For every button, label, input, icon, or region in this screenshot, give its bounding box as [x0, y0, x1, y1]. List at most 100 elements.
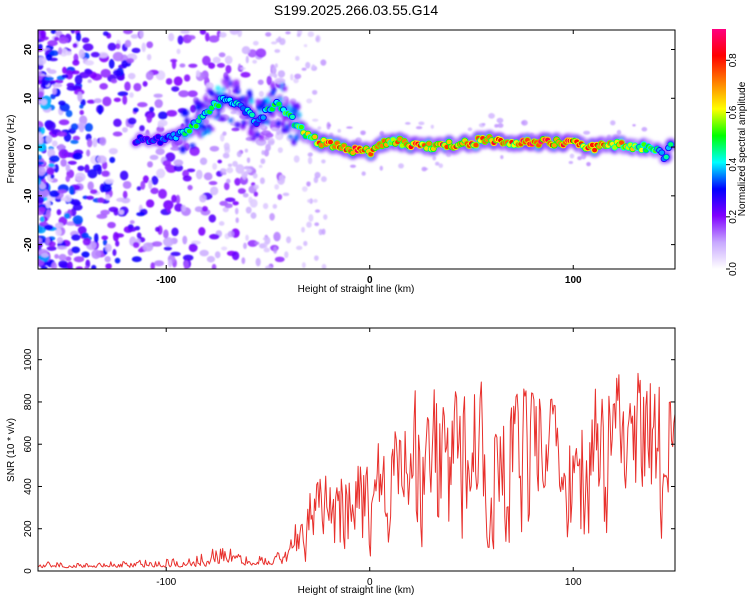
noise-blob: [38, 91, 44, 98]
snr-series-line: [38, 372, 675, 569]
noise-blob: [94, 233, 99, 243]
noise-blob: [224, 197, 236, 203]
noise-blob: [284, 251, 289, 259]
noise-blob: [308, 214, 314, 222]
noise-blob: [274, 49, 281, 53]
noise-blob: [70, 208, 77, 217]
noise-blob: [418, 121, 425, 126]
noise-blob: [312, 89, 318, 95]
ridge-blob: [592, 147, 598, 153]
noise-blob: [70, 123, 79, 131]
x-tick-label: 100: [565, 275, 582, 286]
noise-blob: [65, 164, 71, 172]
noise-blob: [293, 78, 299, 84]
ridge-blob: [251, 134, 257, 142]
noise-blob: [115, 43, 121, 50]
noise-blob: [246, 168, 252, 174]
noise-blob: [188, 63, 198, 68]
noise-blob: [104, 256, 111, 263]
noise-blob: [221, 246, 228, 251]
noise-blob: [117, 91, 129, 97]
noise-blob: [222, 206, 229, 213]
ridge-blob: [292, 107, 298, 115]
noise-blob: [226, 178, 231, 184]
noise-blob: [115, 240, 120, 247]
ridge-blob: [668, 142, 674, 147]
y-tick-label: 0: [23, 144, 34, 150]
ridge-blob: [234, 84, 240, 90]
colorbar-tick-label: 0.6: [728, 105, 739, 119]
noise-blob: [139, 125, 145, 132]
noise-blob: [136, 232, 142, 239]
ridge-blob: [269, 120, 276, 125]
noise-blob: [130, 34, 139, 39]
noise-blob: [212, 162, 218, 170]
noise-blob: [46, 167, 55, 176]
noise-blob: [216, 62, 225, 68]
noise-blob: [222, 152, 230, 159]
noise-blob: [54, 222, 64, 229]
snr-y-label: SNR (10 * v/v): [6, 418, 17, 482]
noise-blob: [99, 83, 109, 90]
noise-blob: [195, 70, 201, 78]
y-tick-label: -10: [23, 188, 34, 203]
noise-blob: [301, 67, 307, 71]
noise-blob: [238, 63, 242, 71]
noise-blob: [156, 126, 165, 133]
noise-blob: [167, 259, 173, 268]
noise-blob: [56, 209, 62, 216]
noise-blob: [467, 127, 473, 132]
noise-blob: [176, 48, 181, 55]
noise-blob: [583, 130, 591, 135]
noise-blob: [80, 99, 86, 107]
noise-blob: [132, 107, 139, 113]
noise-blob: [118, 209, 125, 215]
noise-blob: [64, 212, 71, 219]
noise-blob: [58, 47, 63, 55]
noise-blob: [430, 124, 434, 129]
noise-blob: [275, 38, 280, 43]
ridge-blob: [184, 117, 190, 125]
ridge-blob: [231, 80, 236, 89]
ridge-blob: [551, 143, 557, 148]
noise-blob: [50, 30, 57, 34]
ridge-blob: [193, 123, 199, 129]
noise-blob: [241, 171, 247, 179]
noise-blob: [148, 179, 153, 190]
noise-blob: [488, 113, 495, 119]
ridge-blob: [179, 145, 186, 154]
noise-blob: [198, 227, 206, 236]
x-tick-label: -100: [156, 275, 176, 286]
noise-blob: [262, 202, 269, 210]
noise-blob: [227, 88, 232, 95]
noise-blob: [72, 152, 83, 160]
noise-blob: [151, 241, 163, 247]
noise-blob: [252, 59, 258, 64]
noise-blob: [641, 127, 648, 132]
noise-blob: [171, 86, 180, 92]
noise-blob: [72, 43, 78, 48]
noise-blob: [139, 30, 144, 39]
noise-blob: [258, 164, 263, 168]
noise-blob: [231, 251, 240, 261]
noise-blob: [225, 64, 232, 74]
noise-blob: [122, 127, 128, 133]
noise-blob: [240, 71, 251, 78]
noise-blob: [267, 137, 275, 146]
noise-blob: [293, 155, 300, 163]
noise-blob: [145, 199, 155, 208]
noise-blob: [56, 245, 68, 250]
snr-frame: [37, 327, 676, 572]
noise-blob: [112, 231, 119, 242]
noise-blob: [71, 201, 82, 206]
noise-blob: [277, 194, 283, 200]
noise-blob: [320, 59, 327, 66]
noise-blob: [295, 245, 303, 251]
colorbar: 0.0 0.2 0.4 0.6 0.8 Normalized spectral ampl…: [712, 29, 748, 276]
noise-blob: [108, 58, 115, 69]
y-tick-label: 20: [23, 44, 34, 56]
noise-blob: [481, 123, 486, 126]
ridge-blob: [186, 128, 192, 134]
noise-blob: [174, 203, 184, 212]
noise-blob: [147, 161, 153, 168]
